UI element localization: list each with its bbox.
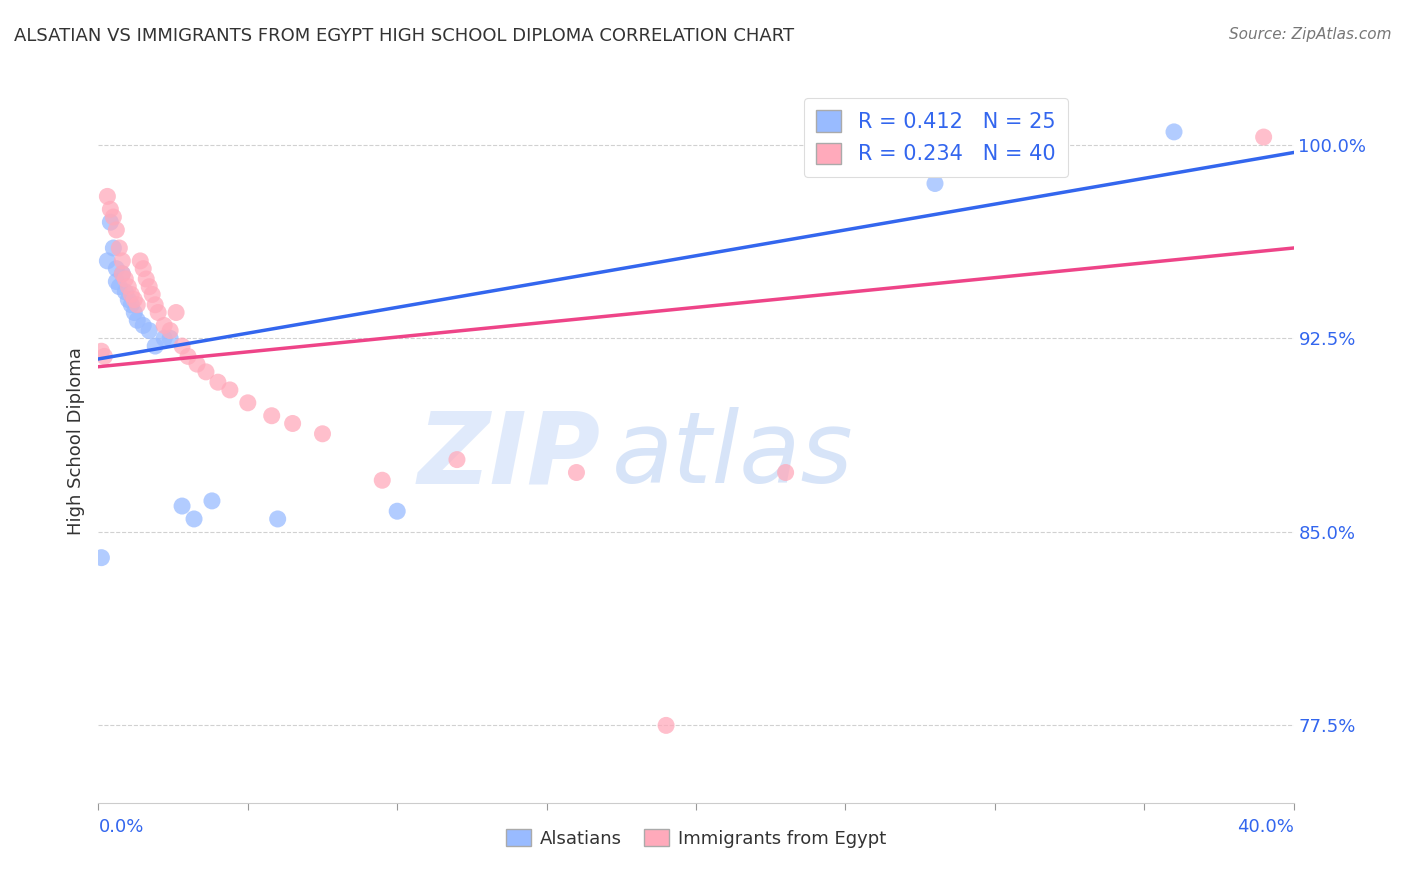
Point xyxy=(172,339,194,353)
Point xyxy=(114,285,136,299)
Y-axis label: High School Diploma: High School Diploma xyxy=(66,348,84,535)
Point xyxy=(108,279,131,293)
Text: ZIP: ZIP xyxy=(418,408,600,505)
Point xyxy=(105,261,128,276)
Legend: Alsatians, Immigrants from Egypt: Alsatians, Immigrants from Egypt xyxy=(499,822,893,855)
Point xyxy=(141,287,163,301)
Point xyxy=(90,344,112,359)
Point xyxy=(775,466,797,480)
Point xyxy=(207,375,229,389)
Point xyxy=(267,512,290,526)
Point xyxy=(103,210,125,224)
Point xyxy=(98,215,122,229)
Point xyxy=(127,298,149,312)
Point xyxy=(111,267,134,281)
Point xyxy=(172,499,194,513)
Point xyxy=(132,318,155,333)
Point xyxy=(236,396,259,410)
Point xyxy=(117,279,139,293)
Text: ALSATIAN VS IMMIGRANTS FROM EGYPT HIGH SCHOOL DIPLOMA CORRELATION CHART: ALSATIAN VS IMMIGRANTS FROM EGYPT HIGH S… xyxy=(14,27,794,45)
Point xyxy=(281,417,304,431)
Point xyxy=(371,473,394,487)
Point xyxy=(96,254,118,268)
Point xyxy=(153,318,176,333)
Point xyxy=(1163,125,1185,139)
Point xyxy=(159,324,181,338)
Point xyxy=(127,313,149,327)
Point xyxy=(186,357,208,371)
Point xyxy=(124,293,146,307)
Point xyxy=(96,189,118,203)
Point xyxy=(924,177,946,191)
Text: atlas: atlas xyxy=(613,408,853,505)
Text: Source: ZipAtlas.com: Source: ZipAtlas.com xyxy=(1229,27,1392,42)
Point xyxy=(120,298,142,312)
Point xyxy=(201,494,224,508)
Point xyxy=(219,383,242,397)
Point xyxy=(105,223,128,237)
Point xyxy=(135,272,157,286)
Point xyxy=(195,365,218,379)
Point xyxy=(385,504,409,518)
Point xyxy=(111,254,134,268)
Point xyxy=(98,202,122,217)
Point xyxy=(108,241,131,255)
Point xyxy=(117,293,139,307)
Text: 40.0%: 40.0% xyxy=(1237,818,1294,837)
Point xyxy=(103,241,125,255)
Point xyxy=(165,305,187,319)
Point xyxy=(148,305,170,319)
Point xyxy=(90,550,112,565)
Point xyxy=(183,512,205,526)
Point xyxy=(143,298,166,312)
Point xyxy=(132,261,155,276)
Point xyxy=(565,466,588,480)
Point xyxy=(138,279,160,293)
Point xyxy=(129,254,152,268)
Point xyxy=(138,324,160,338)
Point xyxy=(153,331,176,345)
Point xyxy=(124,305,146,319)
Point xyxy=(159,331,181,345)
Point xyxy=(1253,130,1275,145)
Point xyxy=(655,718,678,732)
Point xyxy=(446,452,468,467)
Point xyxy=(177,350,200,364)
Point xyxy=(120,287,142,301)
Point xyxy=(111,267,134,281)
Point xyxy=(311,426,333,441)
Point xyxy=(114,272,136,286)
Point xyxy=(260,409,283,423)
Point xyxy=(93,350,115,364)
Point xyxy=(143,339,166,353)
Text: 0.0%: 0.0% xyxy=(98,818,143,837)
Point xyxy=(105,275,128,289)
